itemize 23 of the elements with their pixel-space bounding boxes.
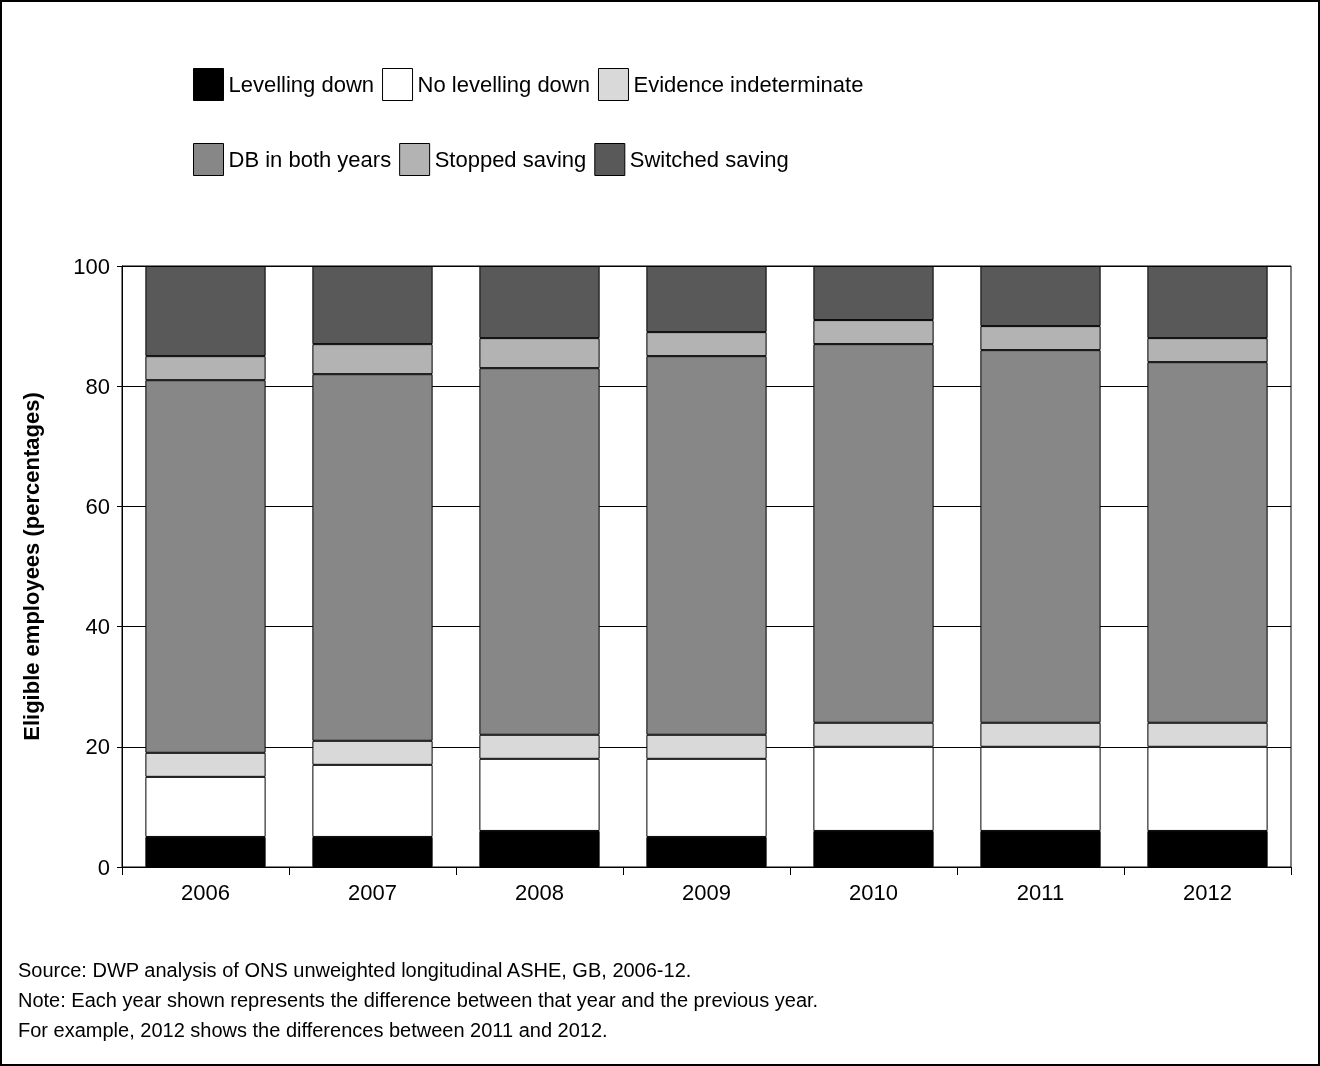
legend-label: Switched saving xyxy=(629,147,789,172)
y-axis-title: Eligible employees (percentages) xyxy=(18,392,44,741)
legend-label: DB in both years xyxy=(228,147,392,172)
y-tick-label: 0 xyxy=(97,854,110,880)
x-tick-label: 2008 xyxy=(515,879,564,905)
text: For example, 2012 shows the differences between 2011 and 2012. xyxy=(18,1019,608,1041)
x-tick-label: 2006 xyxy=(181,879,230,905)
x-tick-label: 2007 xyxy=(348,879,397,905)
x-tick-label: 2009 xyxy=(682,879,731,905)
source-note: Source: DWP analysis of ONS unweighted longitudinal ASHE, GB, 2006-12. xyxy=(18,959,692,981)
legend-label: Levelling down xyxy=(228,72,375,97)
x-tick-label: 2011 xyxy=(1016,879,1065,905)
legend-label: No levelling down xyxy=(417,72,590,97)
x-tick-label: 2010 xyxy=(849,879,898,905)
y-tick-label: 60 xyxy=(85,493,110,519)
y-tick-label: 40 xyxy=(85,614,110,640)
y-tick-label: 20 xyxy=(85,734,110,760)
legend-label: Evidence indeterminate xyxy=(633,72,864,97)
y-tick-label: 80 xyxy=(85,373,110,399)
text: Note: Each year shown represents the difference between that year and the previous year. xyxy=(18,989,819,1011)
x-tick-label: 2012 xyxy=(1183,879,1232,905)
y-tick-label: 100 xyxy=(73,253,110,279)
legend-label: Stopped saving xyxy=(434,147,587,172)
